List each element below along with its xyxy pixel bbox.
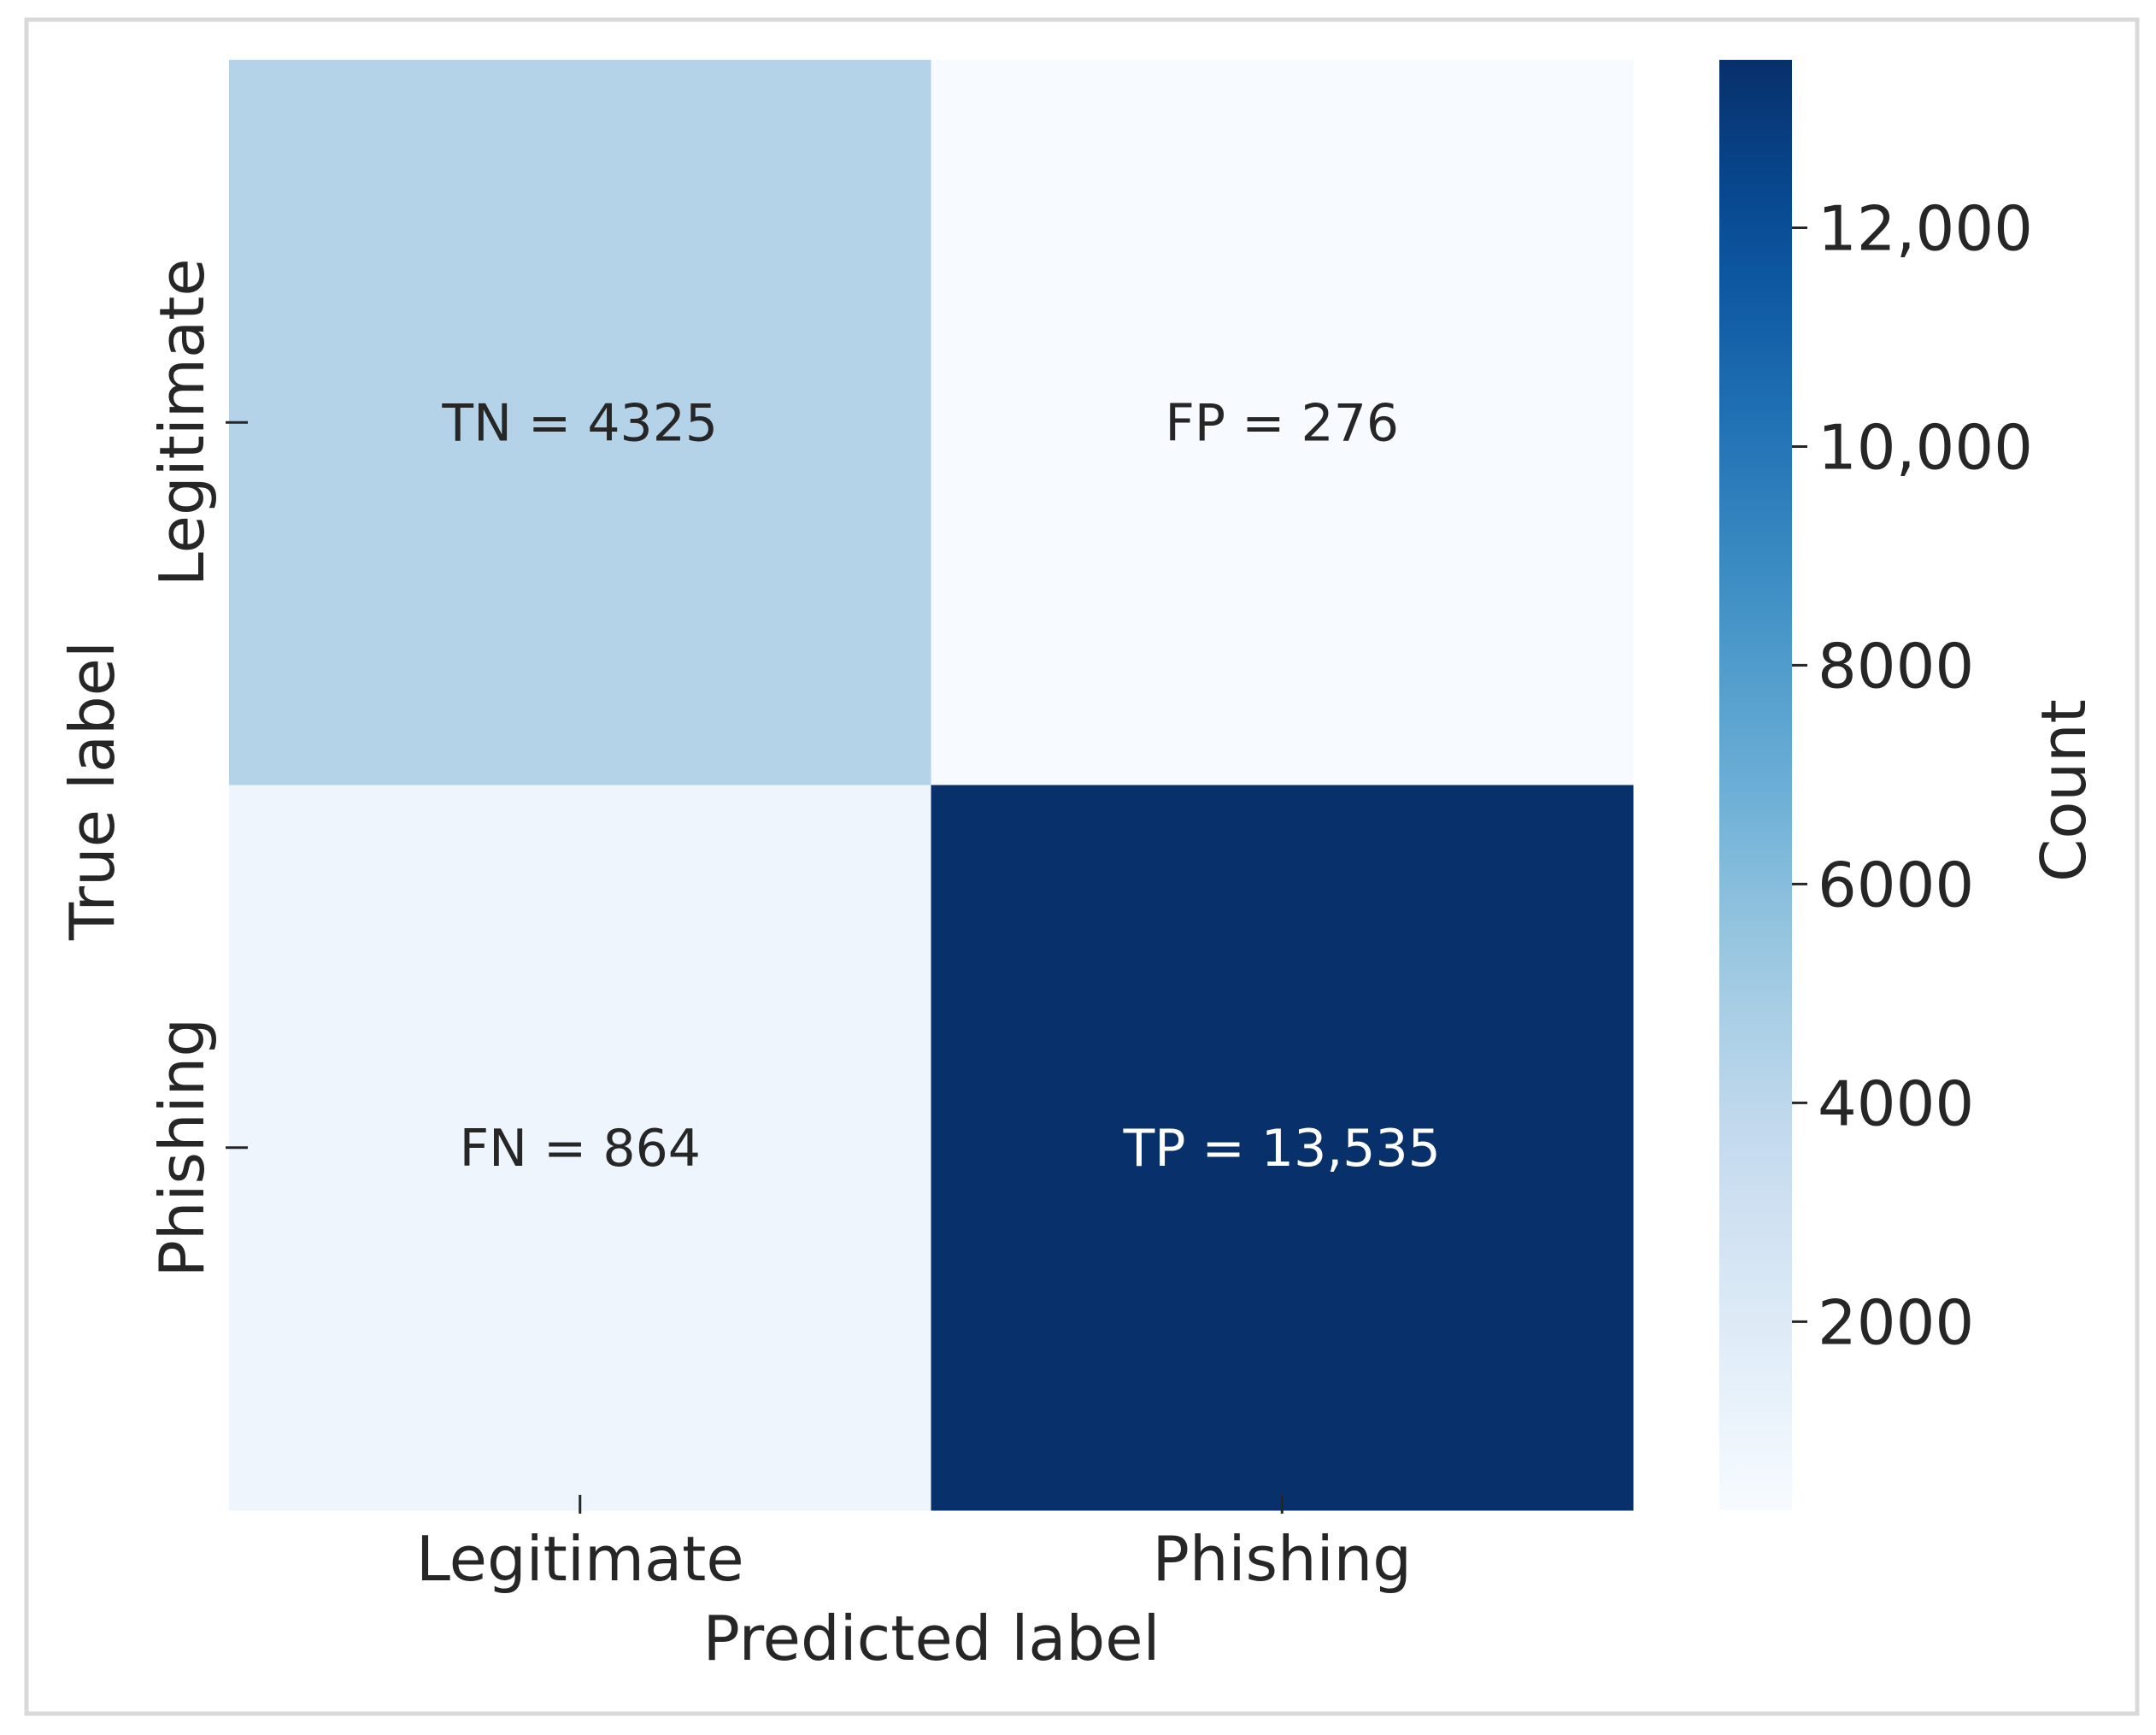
colorbar-label: Count — [2028, 699, 2100, 882]
heatmap-cell-r0-c0 — [229, 60, 931, 785]
colorbar-tick-label-0: 2000 — [1818, 1286, 1974, 1358]
x-tick-label-0: Legitimate — [416, 1523, 744, 1595]
heatmap-cell-labels: TN = 4325 FP = 276 FN = 864 TP = 13,535 — [441, 393, 1440, 1179]
heatmap-cell-r0-c1 — [931, 60, 1634, 785]
colorbar-tick-label-1: 4000 — [1818, 1067, 1974, 1139]
y-axis-label: True label — [56, 641, 128, 941]
heatmap-cell-r1-c0 — [229, 785, 931, 1511]
y-tick-label-0: Legitimate — [146, 258, 218, 586]
colorbar: 2000 4000 6000 8000 10,000 12,000 Count — [1719, 60, 2100, 1510]
heatmap-cells — [229, 60, 1634, 1511]
colorbar-gradient — [1719, 60, 1792, 1510]
colorbar-tick-label-5: 12,000 — [1818, 192, 2033, 264]
colorbar-tick-label-4: 10,000 — [1818, 411, 2033, 483]
y-axis: Legitimate Phishing — [146, 258, 248, 1278]
y-tick-label-1: Phishing — [146, 1018, 218, 1278]
x-tick-label-1: Phishing — [1152, 1523, 1412, 1595]
heatmap-cell-label-r1-c0: FN = 864 — [460, 1119, 701, 1179]
heatmap-cell-label-r0-c0: TN = 4325 — [441, 393, 718, 453]
colorbar-ticks: 2000 4000 6000 8000 10,000 12,000 — [1792, 192, 2033, 1358]
x-axis: Legitimate Phishing — [416, 1495, 1412, 1595]
colorbar-tick-label-2: 6000 — [1818, 849, 1974, 920]
x-axis-label: Predicted label — [702, 1603, 1160, 1674]
heatmap-cell-label-r1-c1: TP = 13,535 — [1123, 1119, 1441, 1179]
colorbar-tick-label-3: 8000 — [1818, 630, 1974, 702]
heatmap-cell-label-r0-c1: FP = 276 — [1165, 393, 1399, 453]
heatmap-cell-r1-c1 — [931, 785, 1634, 1511]
